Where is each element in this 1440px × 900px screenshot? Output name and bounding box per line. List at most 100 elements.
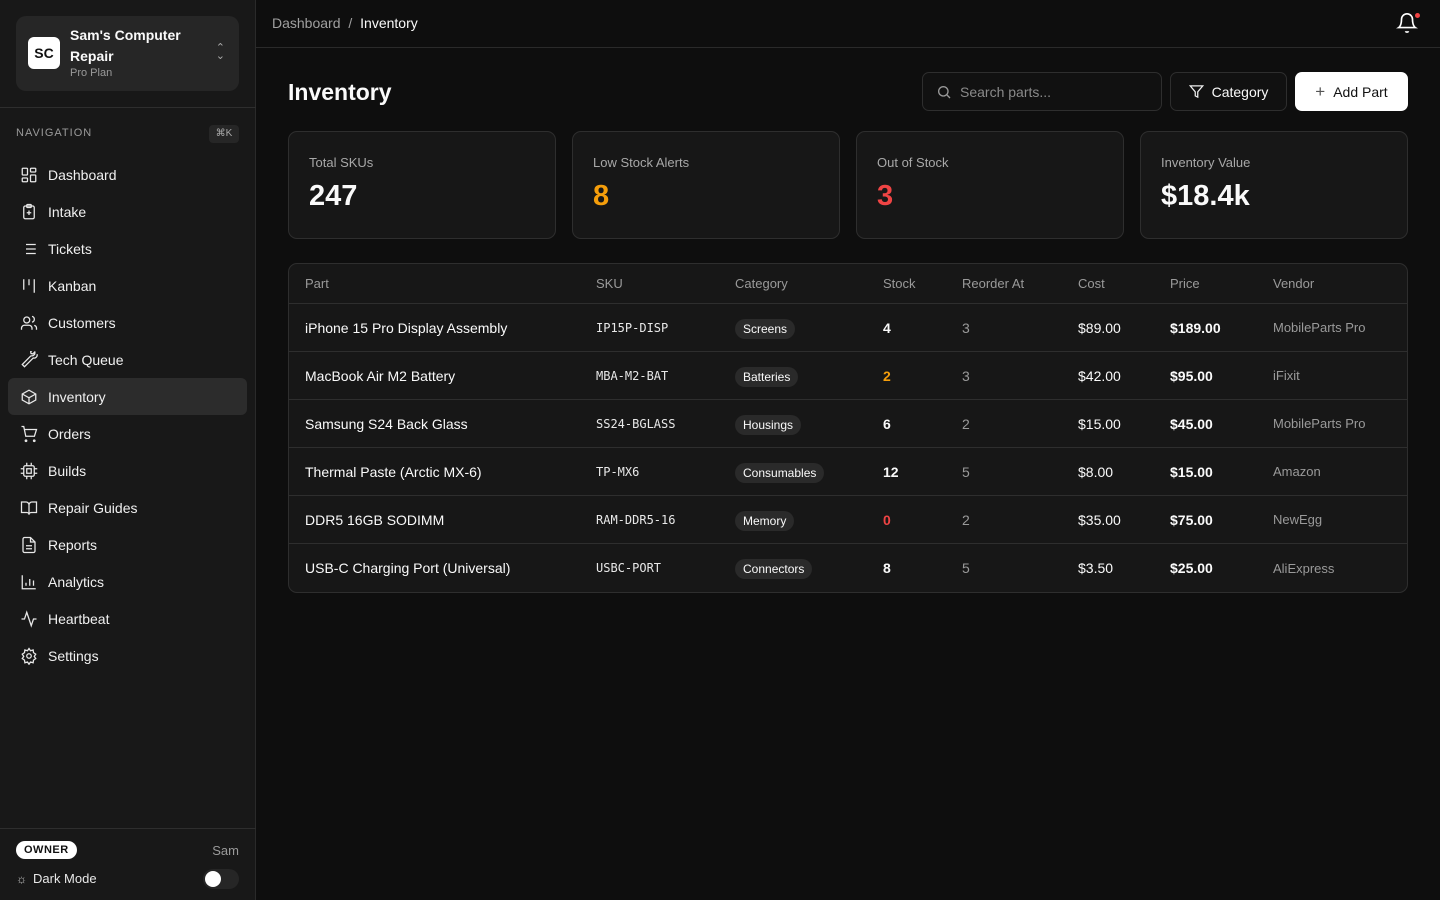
- part-name: Thermal Paste (Arctic MX-6): [289, 448, 580, 496]
- vendor: iFixit: [1257, 352, 1407, 400]
- sidebar-item-inventory[interactable]: Inventory: [8, 378, 247, 415]
- sidebar-item-builds[interactable]: Builds: [8, 452, 247, 489]
- column-header[interactable]: Category: [719, 264, 867, 304]
- reorder-at: 5: [962, 560, 970, 576]
- sidebar-item-settings[interactable]: Settings: [8, 637, 247, 674]
- org-plan: Pro Plan: [70, 67, 113, 79]
- sidebar-item-orders[interactable]: Orders: [8, 415, 247, 452]
- table-row[interactable]: USB-C Charging Port (Universal) USBC-POR…: [289, 544, 1407, 592]
- price: $75.00: [1154, 496, 1257, 544]
- layout-grid-icon: [21, 167, 37, 182]
- category-cell: Housings: [719, 400, 867, 448]
- sidebar-footer: OWNER Sam ☼ Dark Mode: [0, 828, 256, 900]
- part-name: MacBook Air M2 Battery: [289, 352, 580, 400]
- part-name: DDR5 16GB SODIMM: [289, 496, 580, 544]
- sidebar-item-reports[interactable]: Reports: [8, 526, 247, 563]
- breadcrumb-separator: /: [348, 15, 353, 31]
- cost: $35.00: [1062, 496, 1154, 544]
- column-header[interactable]: Stock: [867, 264, 946, 304]
- column-header[interactable]: Cost: [1062, 264, 1154, 304]
- part-name: USB-C Charging Port (Universal): [305, 560, 511, 576]
- stat-value: $18.4k: [1161, 180, 1250, 212]
- cost: $8.00: [1062, 448, 1154, 496]
- breadcrumb-dashboard[interactable]: Dashboard: [272, 15, 341, 31]
- list-icon: [22, 243, 36, 254]
- stat-card: Inventory Value $18.4k: [1140, 131, 1408, 239]
- book-open-icon: [20, 500, 38, 515]
- sidebar-item-label: Analytics: [48, 573, 105, 590]
- stat-label: Out of Stock: [877, 155, 949, 170]
- vendor: NewEgg: [1257, 496, 1407, 544]
- column-header[interactable]: Vendor: [1257, 264, 1407, 304]
- filter-icon: [1188, 85, 1204, 99]
- sidebar-item-tech-queue[interactable]: Tech Queue: [8, 341, 247, 378]
- table-row[interactable]: Samsung S24 Back Glass SS24-BGLASS Housi…: [289, 400, 1407, 448]
- sidebar-item-label: Repair Guides: [48, 499, 138, 516]
- sidebar-item-tickets[interactable]: Tickets: [8, 230, 247, 267]
- cost: $3.50: [1078, 560, 1114, 576]
- bar-chart-icon: [21, 574, 36, 589]
- table-row[interactable]: MacBook Air M2 Battery MBA-M2-BAT Batter…: [289, 352, 1407, 400]
- plus-icon: +: [1315, 81, 1326, 101]
- sidebar-item-customers[interactable]: Customers: [8, 304, 247, 341]
- file-text-icon: [22, 536, 36, 553]
- sidebar-item-dashboard[interactable]: Dashboard: [8, 156, 247, 193]
- sidebar-item-label: Heartbeat: [48, 610, 110, 627]
- table-row[interactable]: DDR5 16GB SODIMM RAM-DDR5-16 Memory 0 2 …: [289, 496, 1407, 544]
- category-cell: Screens: [719, 304, 867, 352]
- clipboard-plus-icon: [23, 203, 35, 219]
- price: $45.00: [1154, 400, 1257, 448]
- table-row[interactable]: iPhone 15 Pro Display Assembly IP15P-DIS…: [289, 304, 1407, 352]
- stat-label: Low Stock Alerts: [593, 155, 690, 170]
- column-header[interactable]: SKU: [580, 264, 719, 304]
- reorder-at: 2: [946, 496, 1062, 544]
- nav-section-label: NAVIGATION: [16, 127, 93, 139]
- category-badge: Consumables: [735, 462, 825, 483]
- column-header[interactable]: Part: [289, 264, 580, 304]
- sidebar: SC Sam's Computer Repair Pro Plan ⌃ ⌄ NAV…: [0, 0, 256, 900]
- stat-value: 247: [309, 180, 358, 212]
- price: $25.00: [1170, 560, 1213, 576]
- stat-label: Total SKUs: [309, 155, 374, 170]
- reorder-at: 5: [946, 448, 1062, 496]
- dark-mode-toggle[interactable]: [203, 869, 239, 889]
- nav-list: Dashboard Intake Tickets Kanban Customers Tec…: [8, 156, 247, 674]
- table-row[interactable]: Thermal Paste (Arctic MX-6) TP-MX6 Consu…: [289, 448, 1407, 496]
- command-shortcut[interactable]: ⌘K: [209, 125, 239, 143]
- sidebar-item-label: Intake: [48, 203, 87, 220]
- column-header[interactable]: Price: [1154, 264, 1257, 304]
- sidebar-item-analytics[interactable]: Analytics: [8, 563, 247, 600]
- org-logo: SC: [28, 37, 60, 69]
- cost: $42.00: [1062, 352, 1154, 400]
- search-input[interactable]: [960, 83, 1150, 100]
- category-filter-button[interactable]: Category: [1170, 72, 1287, 111]
- org-switcher[interactable]: SC Sam's Computer Repair Pro Plan ⌃ ⌄: [16, 16, 239, 91]
- column-header[interactable]: Reorder At: [946, 264, 1062, 304]
- part-name: Samsung S24 Back Glass: [289, 400, 580, 448]
- sidebar-item-kanban[interactable]: Kanban: [8, 267, 247, 304]
- sidebar-item-label: Dashboard: [48, 166, 117, 183]
- add-part-button[interactable]: + Add Part: [1295, 72, 1408, 111]
- notifications-button[interactable]: [1396, 12, 1420, 39]
- sidebar-item-intake[interactable]: Intake: [8, 193, 247, 230]
- sidebar-item-label: Kanban: [48, 277, 97, 294]
- cpu-icon: [20, 462, 38, 479]
- sku: MBA-M2-BAT: [580, 352, 719, 400]
- stat-card: Out of Stock 3: [856, 131, 1124, 239]
- sidebar-item-repair-guides[interactable]: Repair Guides: [8, 489, 247, 526]
- stock: 6: [867, 400, 946, 448]
- search-icon: [938, 85, 951, 98]
- chevrons-up-down-icon: ⌃ ⌄: [215, 42, 225, 62]
- sidebar-item-heartbeat[interactable]: Heartbeat: [8, 600, 247, 637]
- category-badge: Batteries: [735, 366, 799, 387]
- sun-icon: ☼: [16, 871, 27, 886]
- search-box[interactable]: [922, 72, 1162, 111]
- top-bar: Dashboard / Inventory: [256, 0, 1440, 48]
- sku: RAM-DDR5-16: [580, 496, 719, 544]
- reorder-at: 3: [946, 352, 1062, 400]
- stock: 2: [867, 352, 946, 400]
- users-icon: [20, 315, 38, 330]
- bell-icon: [1396, 13, 1418, 34]
- price: $95.00: [1154, 352, 1257, 400]
- sku: IP15P-DISP: [580, 304, 719, 352]
